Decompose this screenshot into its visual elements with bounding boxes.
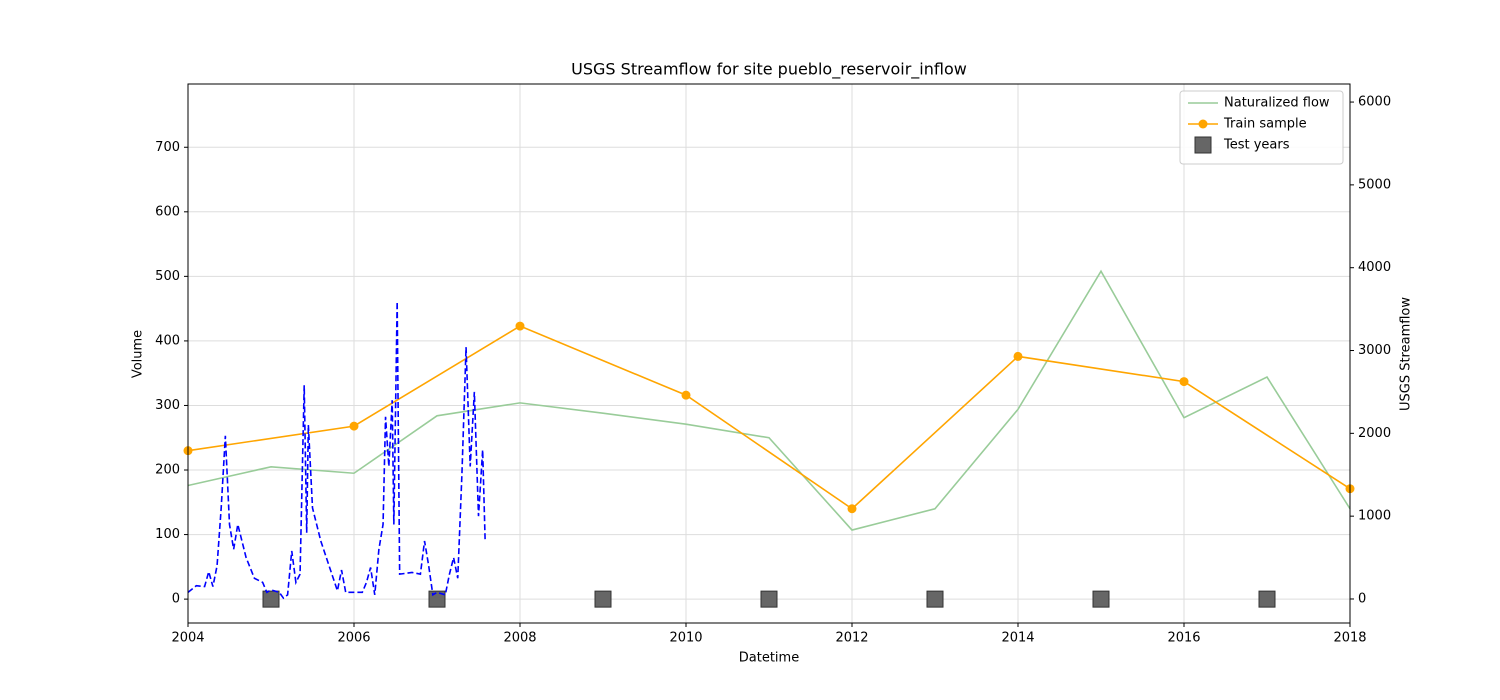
y2-tick-label: 5000 — [1358, 177, 1391, 192]
y-tick-label: 0 — [172, 592, 180, 607]
point-marker — [847, 504, 857, 514]
chart-title: USGS Streamflow for site pueblo_reservoi… — [571, 60, 967, 80]
x-tick-label: 2016 — [1167, 631, 1200, 646]
y-axis-label: Volume — [131, 330, 146, 378]
series-line — [187, 269, 1351, 531]
x-tick-label: 2008 — [503, 631, 536, 646]
y2-tick-label: 6000 — [1358, 95, 1391, 110]
y2-tick-label: 2000 — [1358, 426, 1391, 441]
series-line — [187, 325, 1351, 510]
plot-frame — [187, 83, 1351, 624]
y-tick-label: 700 — [155, 140, 180, 155]
y2-tick-label: 1000 — [1358, 509, 1391, 524]
square-marker — [1258, 590, 1276, 608]
x-tick-label: 2004 — [171, 631, 204, 646]
y2-tick-label: 4000 — [1358, 260, 1391, 275]
legend-label: Train sample — [1223, 117, 1307, 132]
x-tick-label: 2018 — [1333, 631, 1366, 646]
y2-tick-label: 3000 — [1358, 343, 1391, 358]
y2-axis-label: USGS Streamflow — [1399, 297, 1414, 411]
legend: Naturalized flow Train sample Test years — [1179, 90, 1344, 165]
point-marker — [515, 321, 525, 331]
x-tick-label: 2010 — [669, 631, 702, 646]
point-marker — [681, 390, 691, 400]
y-tick-label: 300 — [155, 398, 180, 413]
y-tick-label: 500 — [155, 269, 180, 284]
y-tick-label: 600 — [155, 204, 180, 219]
point-marker — [349, 421, 359, 431]
x-tick-label: 2012 — [835, 631, 868, 646]
legend-label: Naturalized flow — [1224, 96, 1330, 111]
legend-box — [1179, 90, 1344, 165]
y-tick-label: 100 — [155, 527, 180, 542]
y-tick-label: 200 — [155, 463, 180, 478]
legend-swatch — [1194, 136, 1212, 154]
x-tick-label: 2006 — [337, 631, 370, 646]
point-marker — [1179, 377, 1189, 387]
square-marker — [926, 590, 944, 608]
square-marker — [262, 590, 280, 608]
series-line — [187, 301, 486, 600]
y2-tick-label: 0 — [1358, 591, 1366, 606]
legend-label: Test years — [1223, 138, 1290, 153]
legend-swatch — [1198, 119, 1208, 129]
y-tick-label: 400 — [155, 333, 180, 348]
square-marker — [1092, 590, 1110, 608]
square-marker — [594, 590, 612, 608]
x-axis-label: Datetime — [739, 651, 799, 666]
x-tick-label: 2014 — [1001, 631, 1034, 646]
point-marker — [1013, 351, 1023, 361]
square-marker — [760, 590, 778, 608]
